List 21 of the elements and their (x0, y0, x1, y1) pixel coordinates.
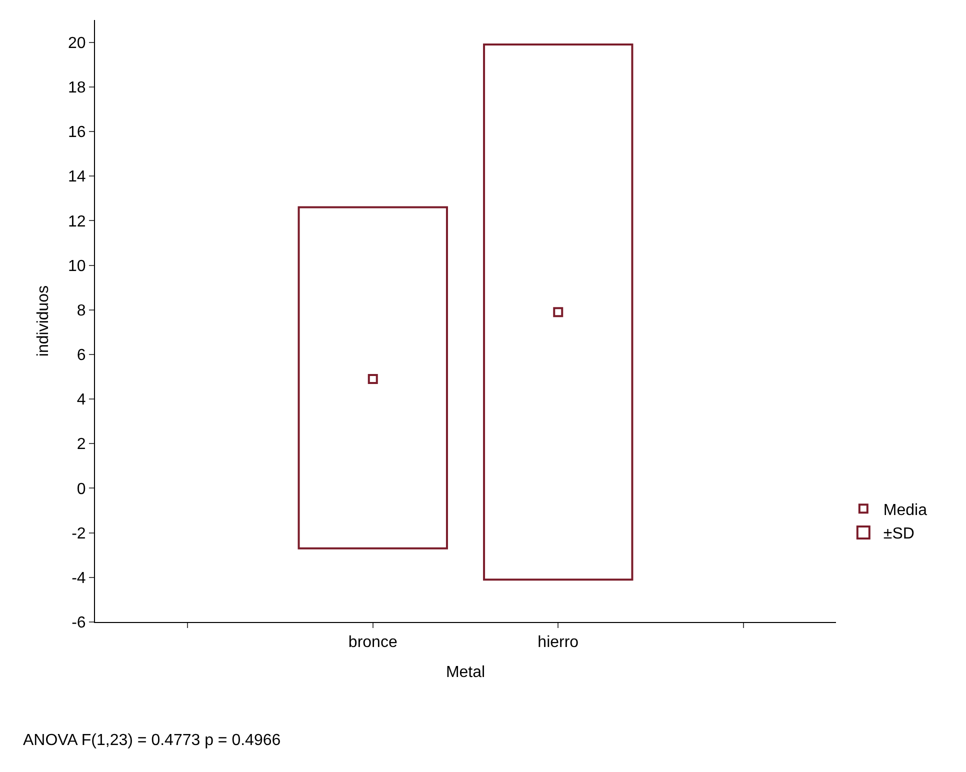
y-tick-label: 20 (68, 34, 86, 52)
y-tick-label: 12 (68, 213, 86, 230)
y-tick-label: 14 (68, 168, 86, 186)
y-tick-label: 18 (68, 79, 86, 96)
x-axis-title: Metal (446, 664, 486, 681)
y-tick-label: 0 (76, 480, 86, 498)
x-tick-label: hierro (538, 634, 579, 652)
y-tick-label: 6 (76, 347, 86, 364)
legend-label: ±SD (883, 526, 914, 543)
text: ANOVA F(1,23) = 0.4773 p = 0.4966 (23, 732, 281, 749)
legend-label: Media (883, 502, 928, 519)
y-tick-label: 4 (76, 392, 86, 409)
y-tick-label: 16 (68, 124, 86, 142)
y-tick-label: 2 (76, 436, 86, 454)
y-tick-label: -2 (72, 525, 86, 542)
x-tick-label: bronce (348, 634, 398, 652)
y-tick-label: 10 (68, 258, 86, 275)
y-tick-label: 8 (76, 302, 86, 320)
y-axis-title: individuos (34, 285, 52, 357)
y-tick-label: -4 (72, 570, 86, 588)
y-tick-label: -6 (72, 614, 86, 632)
